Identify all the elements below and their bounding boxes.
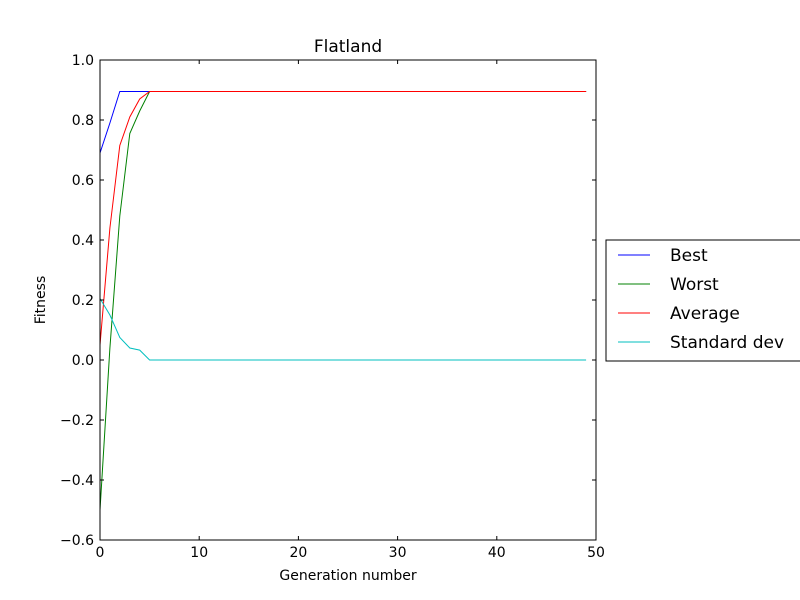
legend-label: Worst <box>670 275 719 295</box>
y-tick-label: 0.4 <box>72 233 94 249</box>
x-tick-label: 10 <box>190 545 208 561</box>
y-tick-label: 0.8 <box>72 113 94 129</box>
y-tick-label: 1.0 <box>72 53 94 69</box>
legend-label: Best <box>670 246 708 266</box>
y-tick-label: 0.2 <box>72 293 94 309</box>
legend-label: Average <box>670 304 740 324</box>
legend: Best Worst Average Standard dev <box>605 239 800 362</box>
x-tick-label: 50 <box>587 545 605 561</box>
x-tick-label: 40 <box>488 545 506 561</box>
y-tick-label: 0.6 <box>72 173 94 189</box>
x-tick-label: 30 <box>389 545 407 561</box>
x-tick-label: 0 <box>96 545 105 561</box>
x-axis-label: Generation number <box>279 568 416 584</box>
y-tick-label: −0.2 <box>60 413 94 429</box>
y-tick-label: −0.4 <box>60 473 94 489</box>
y-tick-label: 0.0 <box>72 353 94 369</box>
y-tick-label: −0.6 <box>60 533 94 549</box>
chart-title: Flatland <box>314 37 382 57</box>
x-tick-label: 20 <box>289 545 307 561</box>
legend-frame <box>605 239 800 362</box>
y-axis-label: Fitness <box>33 276 49 325</box>
legend-label: Standard dev <box>670 333 784 353</box>
tick-layer: 0 10 20 30 40 50 −0.6 −0.4 −0.2 0.0 0.2 0.4 0.6 0.8 1.… <box>60 53 605 561</box>
series-layer <box>99 91 587 511</box>
series-line-average <box>99 91 587 346</box>
series-line-standard-dev <box>99 298 587 361</box>
